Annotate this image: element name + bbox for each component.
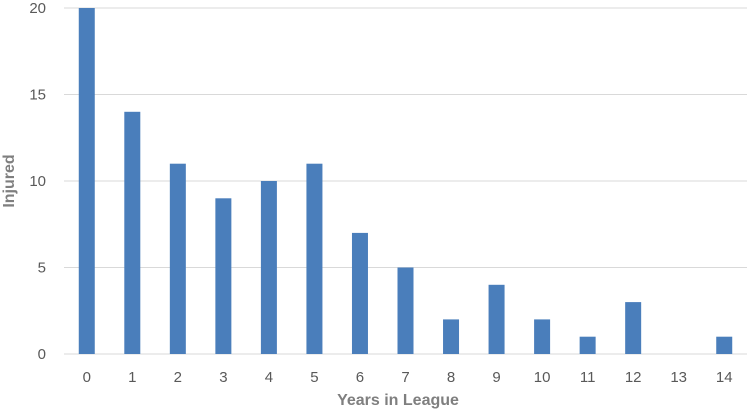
- x-tick-label: 6: [356, 369, 364, 386]
- x-tick-label: 11: [580, 369, 596, 386]
- y-axis-title: Injured: [1, 154, 18, 207]
- bar-1: [124, 111, 141, 354]
- x-axis-title: Years in League: [337, 392, 459, 409]
- y-tick-label: 15: [29, 87, 46, 104]
- y-tick-label: 5: [38, 260, 46, 277]
- x-tick-label: 8: [447, 369, 455, 386]
- bar-11: [579, 336, 596, 354]
- bar-6: [351, 232, 368, 354]
- bar-3: [215, 198, 232, 354]
- x-tick-label: 13: [670, 369, 687, 386]
- bar-7: [397, 267, 414, 354]
- x-tick-label: 5: [310, 369, 318, 386]
- bar-4: [260, 181, 277, 354]
- bar-10: [534, 319, 551, 354]
- x-tick-label: 9: [492, 369, 500, 386]
- bar-8: [443, 319, 460, 354]
- x-tick-label: 14: [716, 369, 733, 386]
- x-tick-label: 2: [174, 369, 182, 386]
- x-tick-label: 3: [219, 369, 227, 386]
- y-axis-ticks: 0 5 10 15 20: [29, 0, 46, 363]
- x-tick-label: 10: [534, 369, 551, 386]
- x-axis-ticks: 0 1 2 3 4 5 6 7 8 9 10 11 12 13 14: [83, 369, 733, 386]
- bar-2: [169, 163, 186, 354]
- y-tick-label: 20: [29, 0, 46, 17]
- y-tick-label: 10: [29, 173, 46, 190]
- bar-0: [78, 8, 95, 354]
- x-tick-label: 7: [401, 369, 409, 386]
- x-tick-label: 12: [625, 369, 642, 386]
- bar-12: [625, 302, 642, 354]
- x-tick-label: 4: [265, 369, 273, 386]
- bars: [78, 8, 733, 354]
- x-tick-label: 1: [128, 369, 136, 386]
- x-tick-label: 0: [83, 369, 91, 386]
- bar-9: [488, 284, 505, 354]
- bar-5: [306, 163, 323, 354]
- bar-14: [716, 336, 733, 354]
- y-tick-label: 0: [38, 346, 46, 363]
